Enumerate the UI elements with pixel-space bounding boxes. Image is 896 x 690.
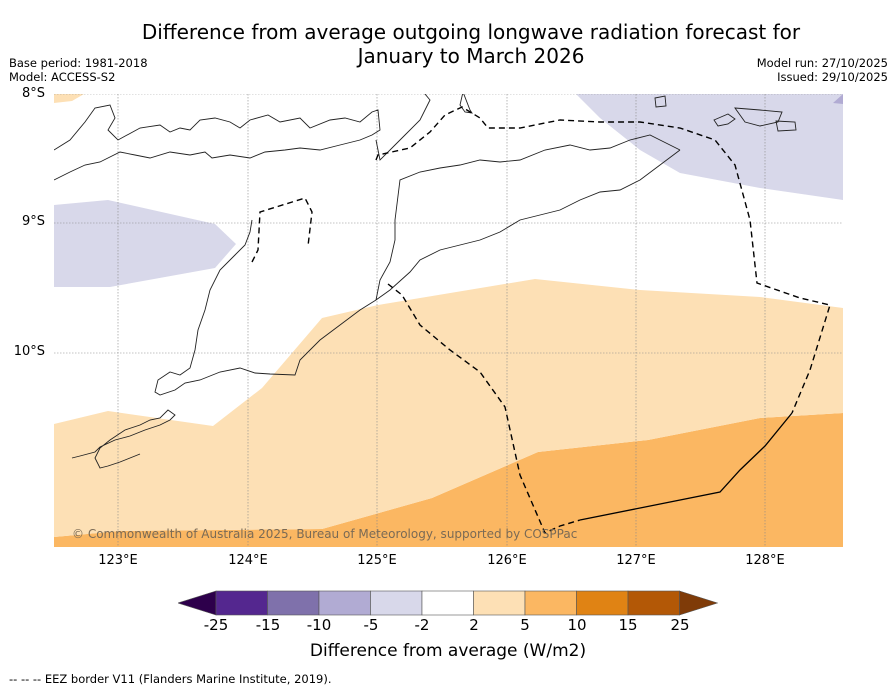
colorbar-tick: 25	[670, 616, 690, 634]
colorbar-tick: -10	[306, 616, 332, 634]
map-plot[interactable]	[54, 94, 843, 547]
coastline-north-islands-2	[375, 94, 431, 161]
colorbar-segment	[524, 590, 577, 616]
lon-label-128e: 128°E	[745, 553, 785, 568]
eez-border	[251, 106, 831, 534]
region-neg-5-2-west	[54, 200, 236, 287]
lat-label-10s: 10°S	[13, 344, 45, 359]
coastline-rote	[71, 409, 176, 469]
issued-date: Issued: 29/10/2025	[777, 70, 888, 84]
eez-border-solid	[579, 412, 793, 521]
colorbar-segment	[318, 590, 371, 616]
colorbar-extend-under	[178, 590, 217, 616]
colorbar-label: Difference from average (W/m2)	[309, 641, 587, 661]
colorbar-extend-over	[679, 590, 718, 616]
colorbar-segment	[267, 590, 320, 616]
colorbar-tick: 5	[520, 616, 530, 634]
coastline-timor-west	[154, 219, 377, 396]
island-east-4	[775, 120, 797, 132]
model-name: Model: ACCESS-S2	[9, 70, 116, 84]
colorbar-segment	[627, 590, 680, 616]
model-run: Model run: 27/10/2025	[756, 56, 888, 70]
lat-label-8s: 8°S	[21, 86, 45, 101]
lat-label-9s: 9°S	[21, 214, 45, 229]
region-pos-5-10	[54, 413, 843, 547]
colorbar-segment	[421, 590, 474, 616]
meta-left: Base period: 1981-2018 Model: ACCESS-S2	[9, 56, 148, 84]
region-neg-5-2-east	[576, 94, 843, 200]
island-small-1	[459, 94, 473, 114]
colorbar-segment	[473, 590, 526, 616]
meta-right: Model run: 27/10/2025 Issued: 29/10/2025	[757, 56, 888, 84]
region-pos-2-5-corner	[54, 94, 84, 103]
coastlines	[54, 94, 797, 469]
lon-label-123e: 123°E	[98, 553, 138, 568]
gridlines	[54, 94, 843, 547]
colorbar-tick: -2	[414, 616, 430, 634]
lon-label-126e: 126°E	[487, 553, 527, 568]
region-pos-2-5	[54, 279, 843, 537]
coastline-timor-north	[375, 134, 681, 301]
colorbar-tick: 2	[469, 616, 479, 634]
lon-label-127e: 127°E	[616, 553, 656, 568]
copyright-notice: © Commonwealth of Australia 2025, Bureau…	[72, 527, 578, 541]
island-east-3	[734, 107, 783, 127]
colorbar-segments	[178, 590, 718, 616]
chart-title: Difference from average outgoing longwav…	[0, 20, 896, 68]
colorbar-segment	[576, 590, 629, 616]
coastline-north-islands	[54, 104, 381, 181]
island-east-1	[654, 95, 667, 108]
colorbar-tick: -25	[203, 616, 229, 634]
coastline-timor-south	[375, 149, 681, 301]
island-east-2	[713, 113, 736, 127]
region-neg-10-5-corner	[833, 94, 843, 104]
colorbar-segment	[215, 590, 268, 616]
colorbar-tick: -5	[363, 616, 379, 634]
eez-footnote: -- -- -- EEZ border V11 (Flanders Marine…	[9, 672, 332, 686]
colorbar-tick: -15	[255, 616, 281, 634]
colorbar-segment	[370, 590, 423, 616]
colorbar-tick: 15	[618, 616, 638, 634]
lon-label-124e: 124°E	[228, 553, 268, 568]
colorbar	[178, 590, 718, 616]
colorbar-tick: 10	[567, 616, 587, 634]
lon-label-125e: 125°E	[357, 553, 397, 568]
title-line-2: January to March 2026	[357, 44, 585, 68]
base-period: Base period: 1981-2018	[9, 56, 148, 70]
title-line-1: Difference from average outgoing longwav…	[141, 20, 801, 44]
